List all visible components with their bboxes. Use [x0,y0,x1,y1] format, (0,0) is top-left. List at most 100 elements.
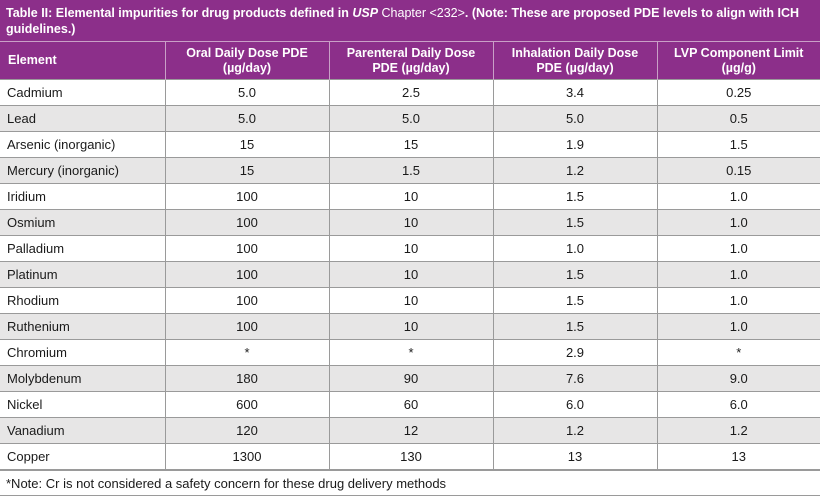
cell-value: 1.9 [492,131,658,158]
cell-element: Lead [0,105,166,132]
cell-value: 6.0 [492,391,658,418]
table-row: Molybdenum 180 90 7.6 9.0 [0,365,820,392]
cell-value: 100 [164,183,330,210]
cell-value: 10 [328,287,494,314]
title-usp: USP [352,6,379,20]
cell-element: Vanadium [0,417,166,444]
table-row: Cadmium 5.0 2.5 3.4 0.25 [0,79,820,106]
cell-element: Arsenic (inorganic) [0,131,166,158]
cell-value: 0.5 [656,105,820,132]
cell-value: 6.0 [656,391,820,418]
cell-value: 1.5 [656,131,820,158]
cell-value: 15 [328,131,494,158]
cell-value: 13 [492,443,658,470]
cell-value: 2.5 [328,79,494,106]
cell-value: 100 [164,209,330,236]
table-body: Cadmium 5.0 2.5 3.4 0.25 Lead 5.0 5.0 5.0 0.5 Arse… [0,79,820,470]
cell-element: Copper [0,443,166,470]
table-row: Copper 1300 130 13 13 [0,443,820,470]
column-header-parenteral: Parenteral Daily Dose PDE (µg/day) [329,41,494,80]
cell-value: 15 [164,131,330,158]
cell-value: 1.0 [492,235,658,262]
footnote: *Note: Cr is not considered a safety con… [0,470,820,496]
cell-value: 5.0 [328,105,494,132]
elemental-impurities-table: Element Oral Daily Dose PDE (µg/day) Par… [0,41,820,470]
cell-value: 10 [328,183,494,210]
table-title: Table II: Elemental impurities for drug … [0,0,820,41]
cell-value: 3.4 [492,79,658,106]
cell-value: 90 [328,365,494,392]
title-chapter: Chapter <232> [378,6,465,20]
table-row: Lead 5.0 5.0 5.0 0.5 [0,105,820,132]
cell-value: 60 [328,391,494,418]
table-row: Osmium 100 10 1.5 1.0 [0,209,820,236]
cell-value: 1.0 [656,261,820,288]
title-suffix: . (Note: These are proposed PDE levels t… [6,6,800,36]
cell-element: Osmium [0,209,166,236]
table-row: Rhodium 100 10 1.5 1.0 [0,287,820,314]
cell-value: 15 [164,157,330,184]
cell-value: 1300 [164,443,330,470]
cell-value: 1.5 [492,313,658,340]
cell-element: Rhodium [0,287,166,314]
cell-value: 5.0 [492,105,658,132]
cell-value: 1.0 [656,209,820,236]
table-row: Platinum 100 10 1.5 1.0 [0,261,820,288]
table-row: Mercury (inorganic) 15 1.5 1.2 0.15 [0,157,820,184]
cell-value: 1.5 [328,157,494,184]
column-header-oral: Oral Daily Dose PDE (µg/day) [165,41,330,80]
column-header-lvp: LVP Component Limit (µg/g) [657,41,820,80]
cell-value: * [656,339,820,366]
cell-value: 1.0 [656,183,820,210]
cell-value: 130 [328,443,494,470]
column-header-inhalation: Inhalation Daily Dose PDE (µg/day) [493,41,658,80]
cell-value: 2.9 [492,339,658,366]
cell-element: Mercury (inorganic) [0,157,166,184]
cell-value: 1.5 [492,287,658,314]
cell-value: 7.6 [492,365,658,392]
cell-value: 1.5 [492,261,658,288]
cell-value: 13 [656,443,820,470]
table-row: Nickel 600 60 6.0 6.0 [0,391,820,418]
cell-value: 1.2 [656,417,820,444]
table-row: Chromium * * 2.9 * [0,339,820,366]
cell-value: 180 [164,365,330,392]
cell-value: 9.0 [656,365,820,392]
cell-element: Nickel [0,391,166,418]
cell-element: Platinum [0,261,166,288]
table-row: Arsenic (inorganic) 15 15 1.9 1.5 [0,131,820,158]
cell-value: 100 [164,261,330,288]
cell-value: 10 [328,313,494,340]
cell-element: Molybdenum [0,365,166,392]
cell-element: Chromium [0,339,166,366]
cell-value: 10 [328,235,494,262]
cell-value: 12 [328,417,494,444]
cell-element: Palladium [0,235,166,262]
cell-value: 1.2 [492,417,658,444]
cell-value: 5.0 [164,105,330,132]
table-row: Ruthenium 100 10 1.5 1.0 [0,313,820,340]
column-header-element: Element [0,41,166,80]
cell-value: 600 [164,391,330,418]
cell-value: 1.0 [656,313,820,340]
cell-value: 1.0 [656,287,820,314]
cell-element: Iridium [0,183,166,210]
table-row: Iridium 100 10 1.5 1.0 [0,183,820,210]
cell-value: 1.5 [492,209,658,236]
table-row: Palladium 100 10 1.0 1.0 [0,235,820,262]
cell-value: 100 [164,287,330,314]
cell-value: 120 [164,417,330,444]
cell-value: * [328,339,494,366]
cell-value: 10 [328,261,494,288]
cell-value: 100 [164,235,330,262]
title-prefix: Table II: Elemental impurities for drug … [6,6,353,20]
cell-value: 10 [328,209,494,236]
cell-value: * [164,339,330,366]
cell-element: Cadmium [0,79,166,106]
cell-value: 1.5 [492,183,658,210]
cell-value: 0.25 [656,79,820,106]
table-row: Vanadium 120 12 1.2 1.2 [0,417,820,444]
cell-value: 100 [164,313,330,340]
cell-value: 0.15 [656,157,820,184]
